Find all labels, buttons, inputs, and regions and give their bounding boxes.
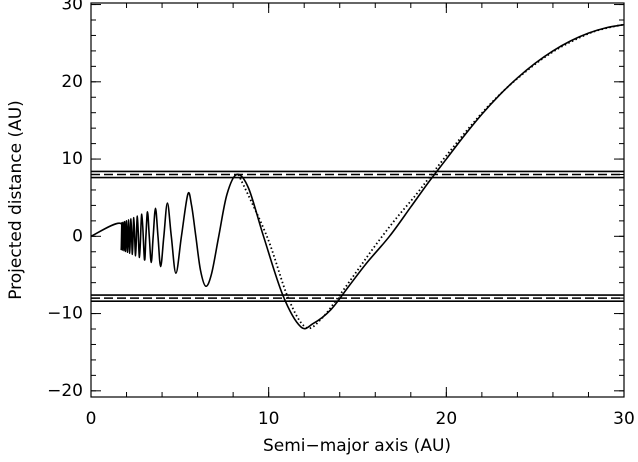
y-tick-label: −10 <box>47 304 83 324</box>
y-tick-label: 10 <box>61 149 83 169</box>
plot-frame <box>90 2 625 398</box>
x-tick-label: 10 <box>258 409 280 429</box>
x-tick-label: 0 <box>86 409 97 429</box>
y-tick-label: −20 <box>47 381 83 401</box>
x-tick-label: 30 <box>613 409 635 429</box>
data-line <box>237 23 625 330</box>
y-tick-label: 30 <box>61 0 83 15</box>
x-tick-label: 20 <box>436 409 458 429</box>
y-tick-label: 0 <box>72 226 83 246</box>
y-tick-label: 20 <box>61 72 83 92</box>
y-axis-label: Projected distance (AU) <box>6 100 26 300</box>
x-axis-label: Semi−major axis (AU) <box>263 436 451 456</box>
data-line <box>90 23 625 330</box>
